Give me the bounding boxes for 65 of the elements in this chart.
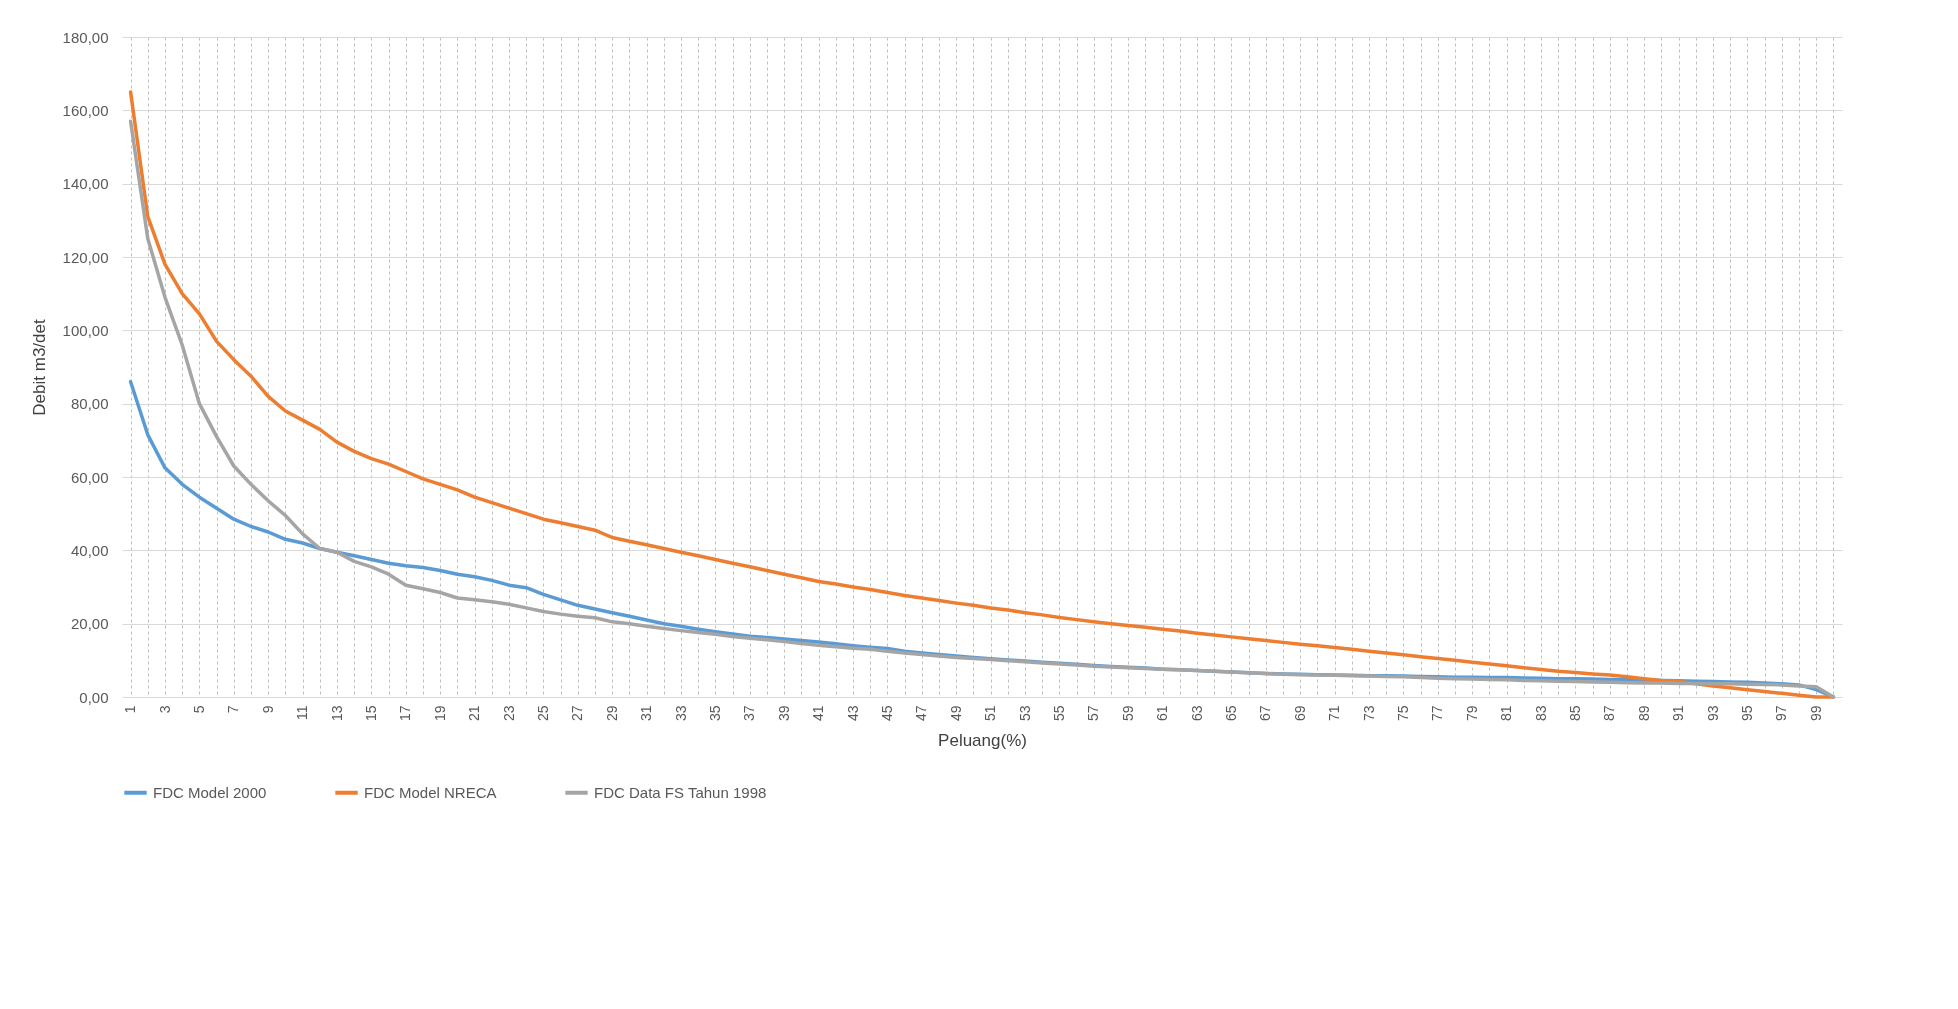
x-tick-label: 85: [1566, 705, 1583, 722]
x-tick-label: 19: [431, 705, 448, 722]
x-tick-label: 31: [638, 705, 655, 722]
x-tick-label: 37: [741, 705, 758, 722]
x-tick-label: 63: [1188, 705, 1205, 722]
x-tick-label: 69: [1291, 705, 1308, 722]
x-tick-label: 25: [534, 705, 551, 722]
x-tick-label: 7: [225, 705, 242, 714]
x-tick-label: 11: [294, 705, 311, 721]
x-tick-label: 95: [1738, 705, 1755, 722]
x-tick-label: 23: [500, 705, 517, 722]
x-tick-label: 39: [775, 705, 792, 722]
y-tick-label: 60,00: [70, 468, 109, 486]
x-tick-label: 5: [190, 705, 207, 714]
x-tick-label: 57: [1085, 705, 1102, 722]
x-tick-label: 43: [844, 705, 861, 722]
x-tick-label: 49: [947, 705, 964, 722]
x-tick-label: 45: [878, 705, 895, 722]
x-tick-label: 81: [1498, 705, 1515, 722]
legend-label: FDC Model 2000: [153, 783, 267, 801]
x-tick-label: 17: [397, 705, 414, 722]
x-tick-label: 47: [913, 705, 930, 722]
legend-label: FDC Data FS Tahun 1998: [594, 783, 767, 801]
x-tick-label: 33: [672, 705, 689, 722]
x-tick-label: 77: [1429, 705, 1446, 722]
x-tick-label: 55: [1050, 705, 1067, 722]
x-tick-label: 15: [362, 705, 379, 722]
x-tick-label: 13: [328, 705, 345, 722]
x-tick-label: 99: [1807, 705, 1824, 722]
x-tick-label: 27: [569, 705, 586, 722]
y-tick-label: 100,00: [62, 321, 109, 339]
x-tick-label: 87: [1601, 705, 1618, 722]
x-tick-label: 3: [156, 705, 173, 714]
x-tick-label: 75: [1394, 705, 1411, 722]
x-tick-label: 53: [1016, 705, 1033, 722]
x-tick-label: 41: [810, 705, 827, 722]
y-tick-label: 0,00: [79, 688, 109, 706]
x-tick-label: 1: [122, 705, 139, 714]
x-tick-label: 9: [259, 705, 276, 714]
x-tick-label: 51: [982, 705, 999, 722]
x-tick-label: 79: [1463, 705, 1480, 722]
y-tick-label: 20,00: [70, 615, 109, 633]
x-tick-label: 61: [1154, 705, 1171, 722]
y-tick-label: 140,00: [62, 175, 109, 193]
x-tick-label: 29: [603, 705, 620, 722]
x-tick-label: 59: [1119, 705, 1136, 722]
x-tick-label: 71: [1326, 705, 1343, 722]
y-axis-title: Debit m3/det: [29, 319, 49, 416]
x-tick-label: 97: [1773, 705, 1790, 722]
y-tick-label: 180,00: [62, 28, 109, 46]
x-tick-label: 67: [1257, 705, 1274, 722]
x-tick-label: 83: [1532, 705, 1549, 722]
y-tick-label: 120,00: [62, 248, 109, 266]
x-tick-label: 91: [1670, 705, 1687, 722]
x-tick-label: 65: [1222, 705, 1239, 722]
y-tick-label: 80,00: [70, 395, 109, 413]
x-tick-label: 89: [1635, 705, 1652, 722]
legend-label: FDC Model NRECA: [364, 783, 497, 801]
x-tick-label: 21: [466, 705, 483, 722]
x-tick-label: 35: [706, 705, 723, 722]
x-tick-label: 73: [1360, 705, 1377, 722]
x-tick-label: 93: [1704, 705, 1721, 722]
y-tick-label: 160,00: [62, 101, 109, 119]
y-tick-label: 40,00: [70, 541, 109, 559]
x-axis-title: Peluang(%): [938, 731, 1027, 751]
